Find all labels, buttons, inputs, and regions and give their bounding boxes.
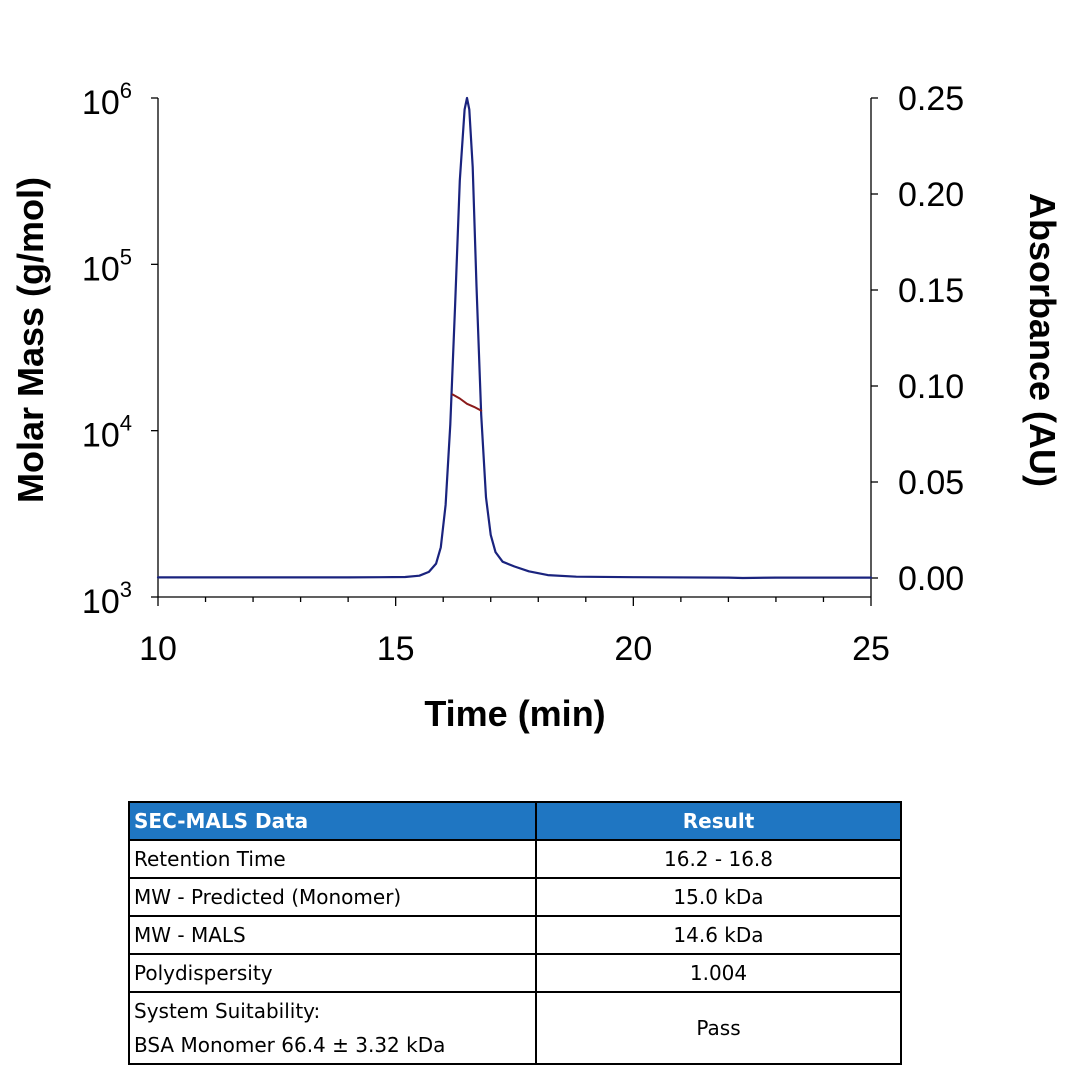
sec-mals-results-table: SEC-MALS Data Result Retention Time 16.2… xyxy=(128,801,902,1065)
y-left-tick-label: 103 xyxy=(82,577,132,621)
chart-ticks: 10 15 20 25 103 104 105 106 0.00 0.05 0.10 0.15 0.20… xyxy=(82,78,964,668)
chart-axes xyxy=(157,98,872,598)
row-value: 16.2 - 16.8 xyxy=(535,839,902,879)
sec-mals-chart: 10 15 20 25 103 104 105 106 0.00 0.05 0.10 0.15 0.20… xyxy=(10,78,1063,734)
x-axis-title: Time (min) xyxy=(424,693,605,734)
header-result: Result xyxy=(535,801,902,841)
table-row: Polydispersity 1.004 xyxy=(128,953,902,993)
y-right-tick-label: 0.00 xyxy=(898,560,964,598)
header-sec-mals-data: SEC-MALS Data xyxy=(128,801,537,841)
y-right-tick-label: 0.05 xyxy=(898,464,964,502)
row-value: Pass xyxy=(535,991,902,1065)
x-tick-label: 20 xyxy=(614,630,652,668)
molar-mass-line xyxy=(451,393,483,412)
x-tick-label: 10 xyxy=(139,630,177,668)
y-axis-left-title: Molar Mass (g/mol) xyxy=(10,177,51,503)
row-label: Retention Time xyxy=(128,839,537,879)
bsa-monomer-label: BSA Monomer 66.4 ± 3.32 kDa xyxy=(134,1033,446,1057)
y-right-tick-label: 0.15 xyxy=(898,272,964,310)
row-label: MW - MALS xyxy=(128,915,537,955)
table-header-row: SEC-MALS Data Result xyxy=(128,801,902,841)
x-tick-label: 15 xyxy=(377,630,415,668)
y-left-tick-label: 105 xyxy=(82,244,132,288)
row-label: MW - Predicted (Monomer) xyxy=(128,877,537,917)
row-value: 1.004 xyxy=(535,953,902,993)
y-left-tick-label: 104 xyxy=(82,411,132,455)
table-row: MW - Predicted (Monomer) 15.0 kDa xyxy=(128,877,902,917)
row-label: Polydispersity xyxy=(128,953,537,993)
row-value: 15.0 kDa xyxy=(535,877,902,917)
chart-series xyxy=(156,96,873,580)
table-row: Retention Time 16.2 - 16.8 xyxy=(128,839,902,879)
row-value: 14.6 kDa xyxy=(535,915,902,955)
y-left-tick-label: 106 xyxy=(82,78,132,122)
system-suitability-label: System Suitability: xyxy=(134,999,321,1023)
x-tick-label: 25 xyxy=(852,630,890,668)
table-row: System Suitability: BSA Monomer 66.4 ± 3… xyxy=(128,991,902,1065)
y-right-tick-label: 0.10 xyxy=(898,368,964,406)
row-label: System Suitability: BSA Monomer 66.4 ± 3… xyxy=(128,991,537,1065)
absorbance-line xyxy=(156,96,873,580)
y-axis-right-title: Absorbance (AU) xyxy=(1022,193,1063,487)
y-right-tick-label: 0.20 xyxy=(898,176,964,214)
y-right-tick-label: 0.25 xyxy=(898,80,964,118)
table-row: MW - MALS 14.6 kDa xyxy=(128,915,902,955)
